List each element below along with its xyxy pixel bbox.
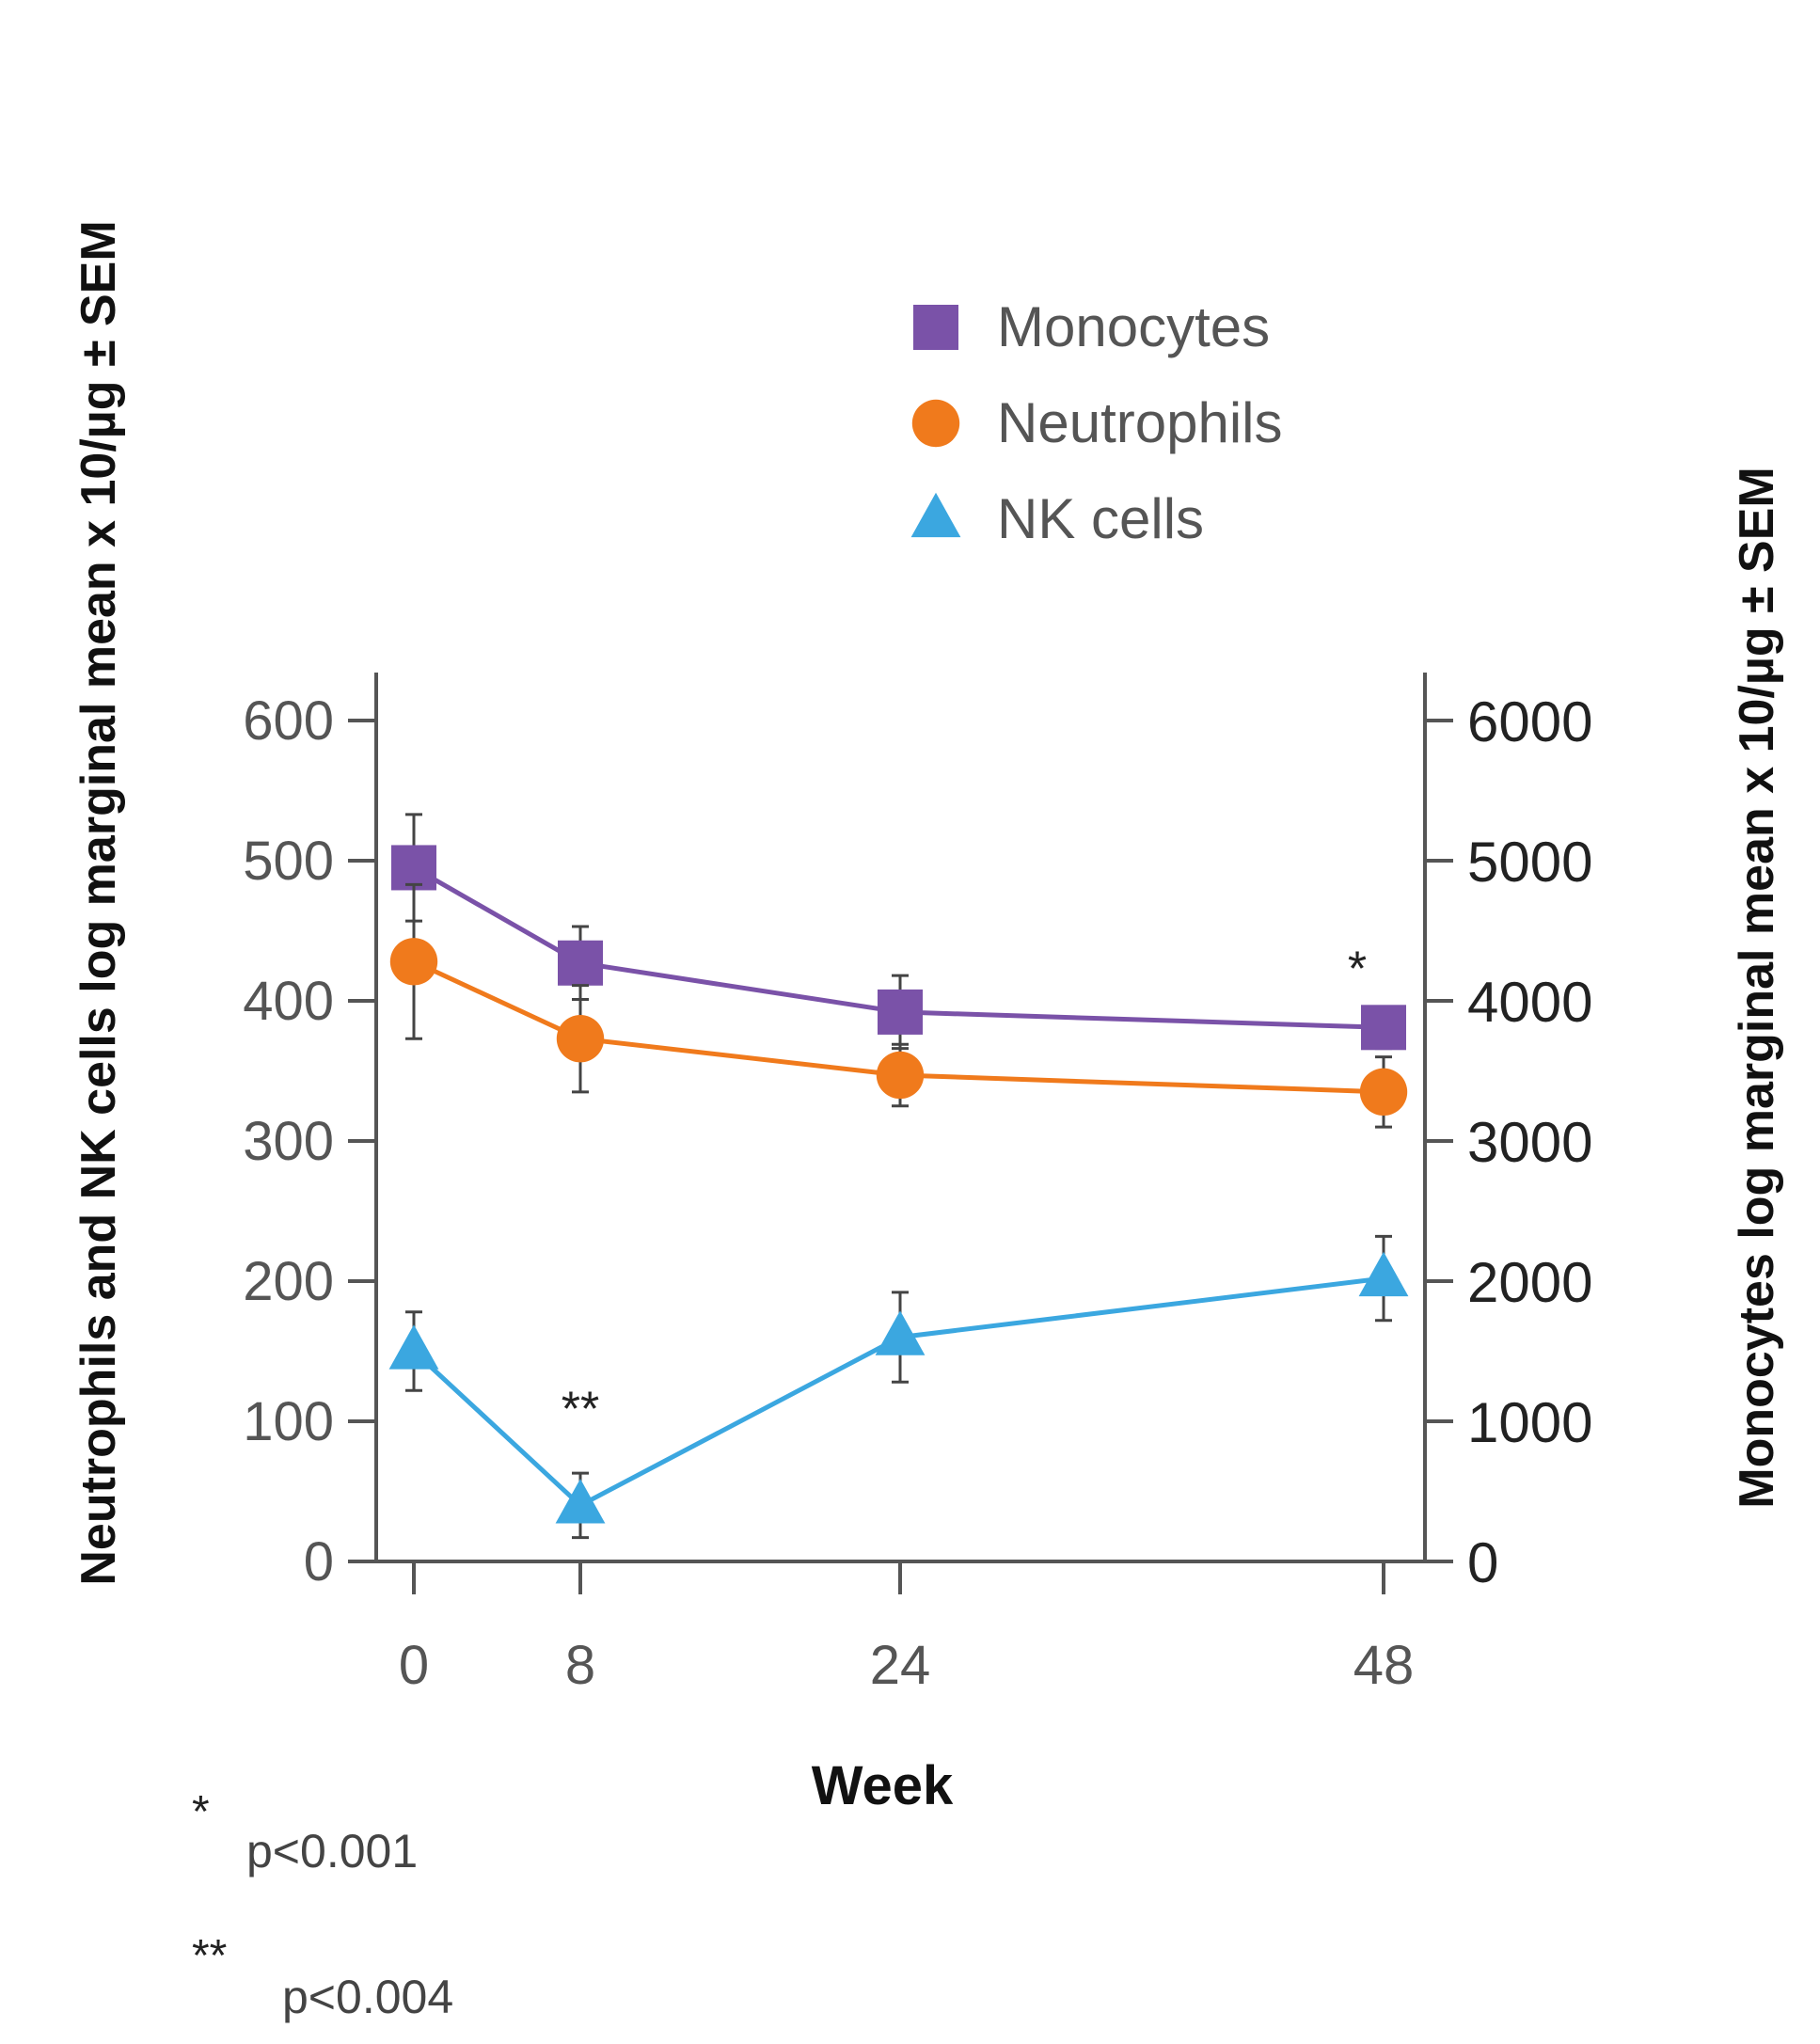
monocytes-line	[412, 865, 1385, 1030]
y-left-tick-label: 500	[243, 831, 334, 892]
y-left-tick-label: 300	[243, 1111, 334, 1172]
nk-cells-point	[875, 1310, 926, 1355]
y-left-tick-label: 200	[243, 1251, 334, 1312]
legend-nk-cells-label: NK cells	[997, 487, 1204, 550]
y-left-tick-label: 400	[243, 971, 334, 1032]
y-right-tick-label: 5000	[1467, 831, 1592, 894]
footnote-1-mark: *	[192, 1787, 210, 1837]
nk-cells-point	[1358, 1251, 1409, 1297]
y-right-tick-label: 2000	[1467, 1251, 1592, 1314]
y-left-tick-label: 600	[243, 690, 334, 752]
footnote-2-text: p<0.004	[282, 1971, 453, 2023]
neutrophils-point	[1359, 1068, 1408, 1117]
x-axis-title: Week	[812, 1755, 954, 1816]
y-left-tick-label: 0	[304, 1531, 334, 1592]
legend-neutrophils-marker	[911, 399, 960, 448]
x-tick-label: 0	[399, 1635, 429, 1696]
significance-mark: *	[1348, 942, 1367, 996]
nk-cells-point	[555, 1479, 606, 1524]
y-left-tick-label: 100	[243, 1391, 334, 1452]
nk-cells-line	[412, 1276, 1385, 1509]
y-axis-right-title: Monocytes log marginal mean x 10/µg ± SE…	[1730, 467, 1784, 1508]
legend-neutrophils-label: Neutrophils	[997, 391, 1283, 454]
y-right-tick-label: 4000	[1467, 971, 1592, 1034]
legend-nk-cells-marker	[910, 492, 961, 538]
monocytes-point	[558, 940, 603, 986]
neutrophils-line	[412, 959, 1385, 1095]
y-axis-left-title: Neutrophils and NK cells log marginal me…	[71, 220, 126, 1585]
y-right-tick-label: 0	[1467, 1531, 1498, 1594]
monocytes-point	[391, 845, 436, 891]
footnote-1-text: p<0.001	[246, 1825, 418, 1878]
x-tick-label: 24	[870, 1635, 931, 1696]
neutrophils-point	[556, 1015, 605, 1063]
y-right-tick-label: 1000	[1467, 1391, 1592, 1454]
axes: 0100200300400500600010002000300040005000…	[243, 673, 1592, 1696]
legend-monocytes-label: Monocytes	[997, 295, 1270, 358]
x-tick-label: 8	[565, 1635, 595, 1696]
significance-mark: **	[562, 1382, 599, 1436]
monocytes-point	[878, 989, 923, 1035]
nk-cells-point	[388, 1324, 439, 1370]
y-right-tick-label: 3000	[1467, 1111, 1592, 1174]
footnote-2-mark: **	[192, 1931, 227, 1981]
neutrophils-point	[876, 1051, 925, 1100]
legend: Monocytes Neutrophils NK cells	[910, 295, 1283, 550]
footnotes: * p<0.001 ** p<0.004	[192, 1787, 453, 2023]
neutrophils-point	[389, 938, 438, 986]
x-tick-label: 48	[1353, 1635, 1415, 1696]
monocytes-point	[1361, 1005, 1406, 1051]
series-lines	[412, 865, 1385, 1509]
series-marks: ***	[388, 813, 1409, 1540]
y-right-tick-label: 6000	[1467, 690, 1592, 753]
legend-monocytes-marker	[913, 305, 958, 350]
